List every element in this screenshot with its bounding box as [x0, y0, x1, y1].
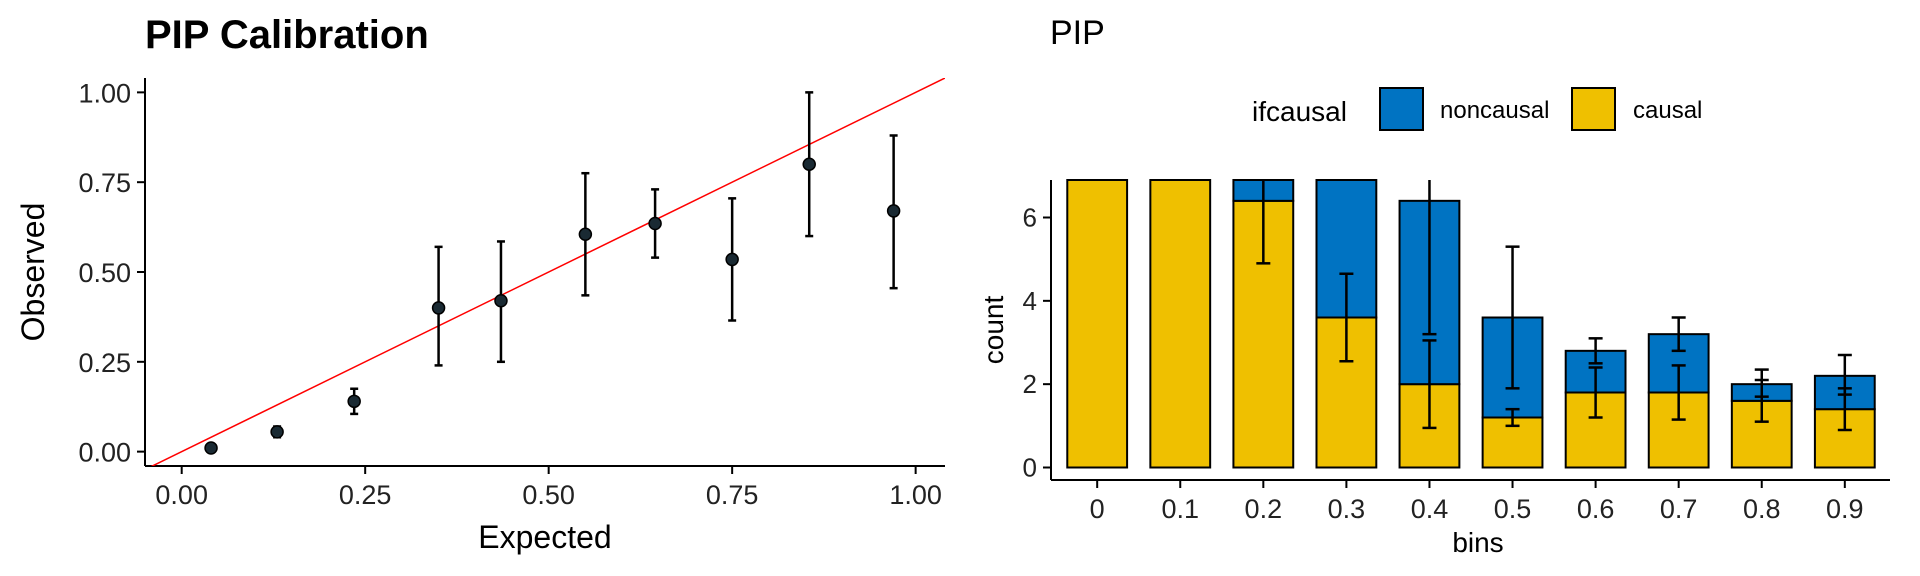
- legend-label-causal: causal: [1633, 97, 1702, 124]
- y-tick-label: 0.75: [78, 168, 131, 198]
- y-tick-label: 0.00: [78, 438, 131, 468]
- legend: ifcausal noncausal causal: [1252, 87, 1702, 131]
- x-tick-label: 0.6: [1577, 494, 1615, 524]
- x-tick-label: 0.3: [1328, 494, 1366, 524]
- pip-axes: 0 2 4 6 0 0.1 0.2 0.3 0.4 0.5 0.6 0.7 0.8 0.9: [1023, 179, 1890, 524]
- pip-ylabel: count: [978, 296, 1009, 365]
- calibration-axes: 0.00 0.25 0.50 0.75 1.00 0.00 0.25 0.50 0.75 1.00: [78, 78, 945, 510]
- x-tick-label: 0: [1090, 494, 1105, 524]
- pip-title: PIP: [1050, 14, 1105, 52]
- x-tick-label: 0.5: [1494, 494, 1532, 524]
- data-point: [270, 425, 284, 439]
- pip-panel: PIP ifcausal noncausal causal 0 2 4 6 0 0.1 0.…: [978, 14, 1890, 558]
- data-point: [886, 204, 901, 218]
- y-tick-label: 0.25: [78, 348, 131, 378]
- calibration-title: PIP Calibration: [145, 13, 429, 57]
- legend-label-noncausal: noncausal: [1440, 97, 1549, 124]
- x-tick-label: 0.8: [1743, 494, 1781, 524]
- x-tick-label: 0.00: [155, 480, 208, 510]
- pip-xlabel: bins: [1452, 527, 1503, 558]
- x-tick-label: 0.2: [1245, 494, 1283, 524]
- legend-title: ifcausal: [1252, 96, 1347, 127]
- x-tick-label: 1.00: [889, 480, 942, 510]
- x-tick-label: 0.4: [1411, 494, 1449, 524]
- x-tick-label: 0.9: [1826, 494, 1864, 524]
- data-point: [648, 216, 662, 231]
- data-point: [494, 293, 508, 308]
- y-tick-label: 2: [1023, 369, 1037, 399]
- y-tick-label: 0.50: [78, 258, 131, 288]
- calibration-panel: PIP Calibration 0.000.250.500.751.000.00…: [15, 13, 945, 555]
- x-tick-label: 0.7: [1660, 494, 1698, 524]
- data-point: [204, 441, 218, 455]
- data-point: [347, 394, 361, 409]
- x-tick-label: 0.1: [1161, 494, 1199, 524]
- y-tick-label: 4: [1023, 286, 1037, 316]
- calibration-xlabel: Expected: [478, 519, 611, 555]
- calibration-ylabel: Observed: [15, 203, 51, 342]
- x-tick-label: 0.75: [706, 480, 759, 510]
- y-tick-label: 6: [1023, 203, 1037, 233]
- reference-line: [150, 78, 945, 466]
- bar-causal: [1066, 179, 1129, 469]
- data-point: [725, 252, 739, 267]
- x-tick-label: 0.25: [339, 480, 392, 510]
- y-tick-label: 0: [1023, 453, 1037, 483]
- data-point: [578, 227, 593, 242]
- data-point: [802, 157, 816, 171]
- x-tick-label: 0.50: [522, 480, 575, 510]
- legend-swatch-noncausal: [1379, 87, 1424, 131]
- data-point: [431, 301, 446, 315]
- y-tick-label: 1.00: [78, 78, 131, 108]
- legend-swatch-causal: [1571, 87, 1616, 131]
- bar-causal: [1149, 179, 1212, 469]
